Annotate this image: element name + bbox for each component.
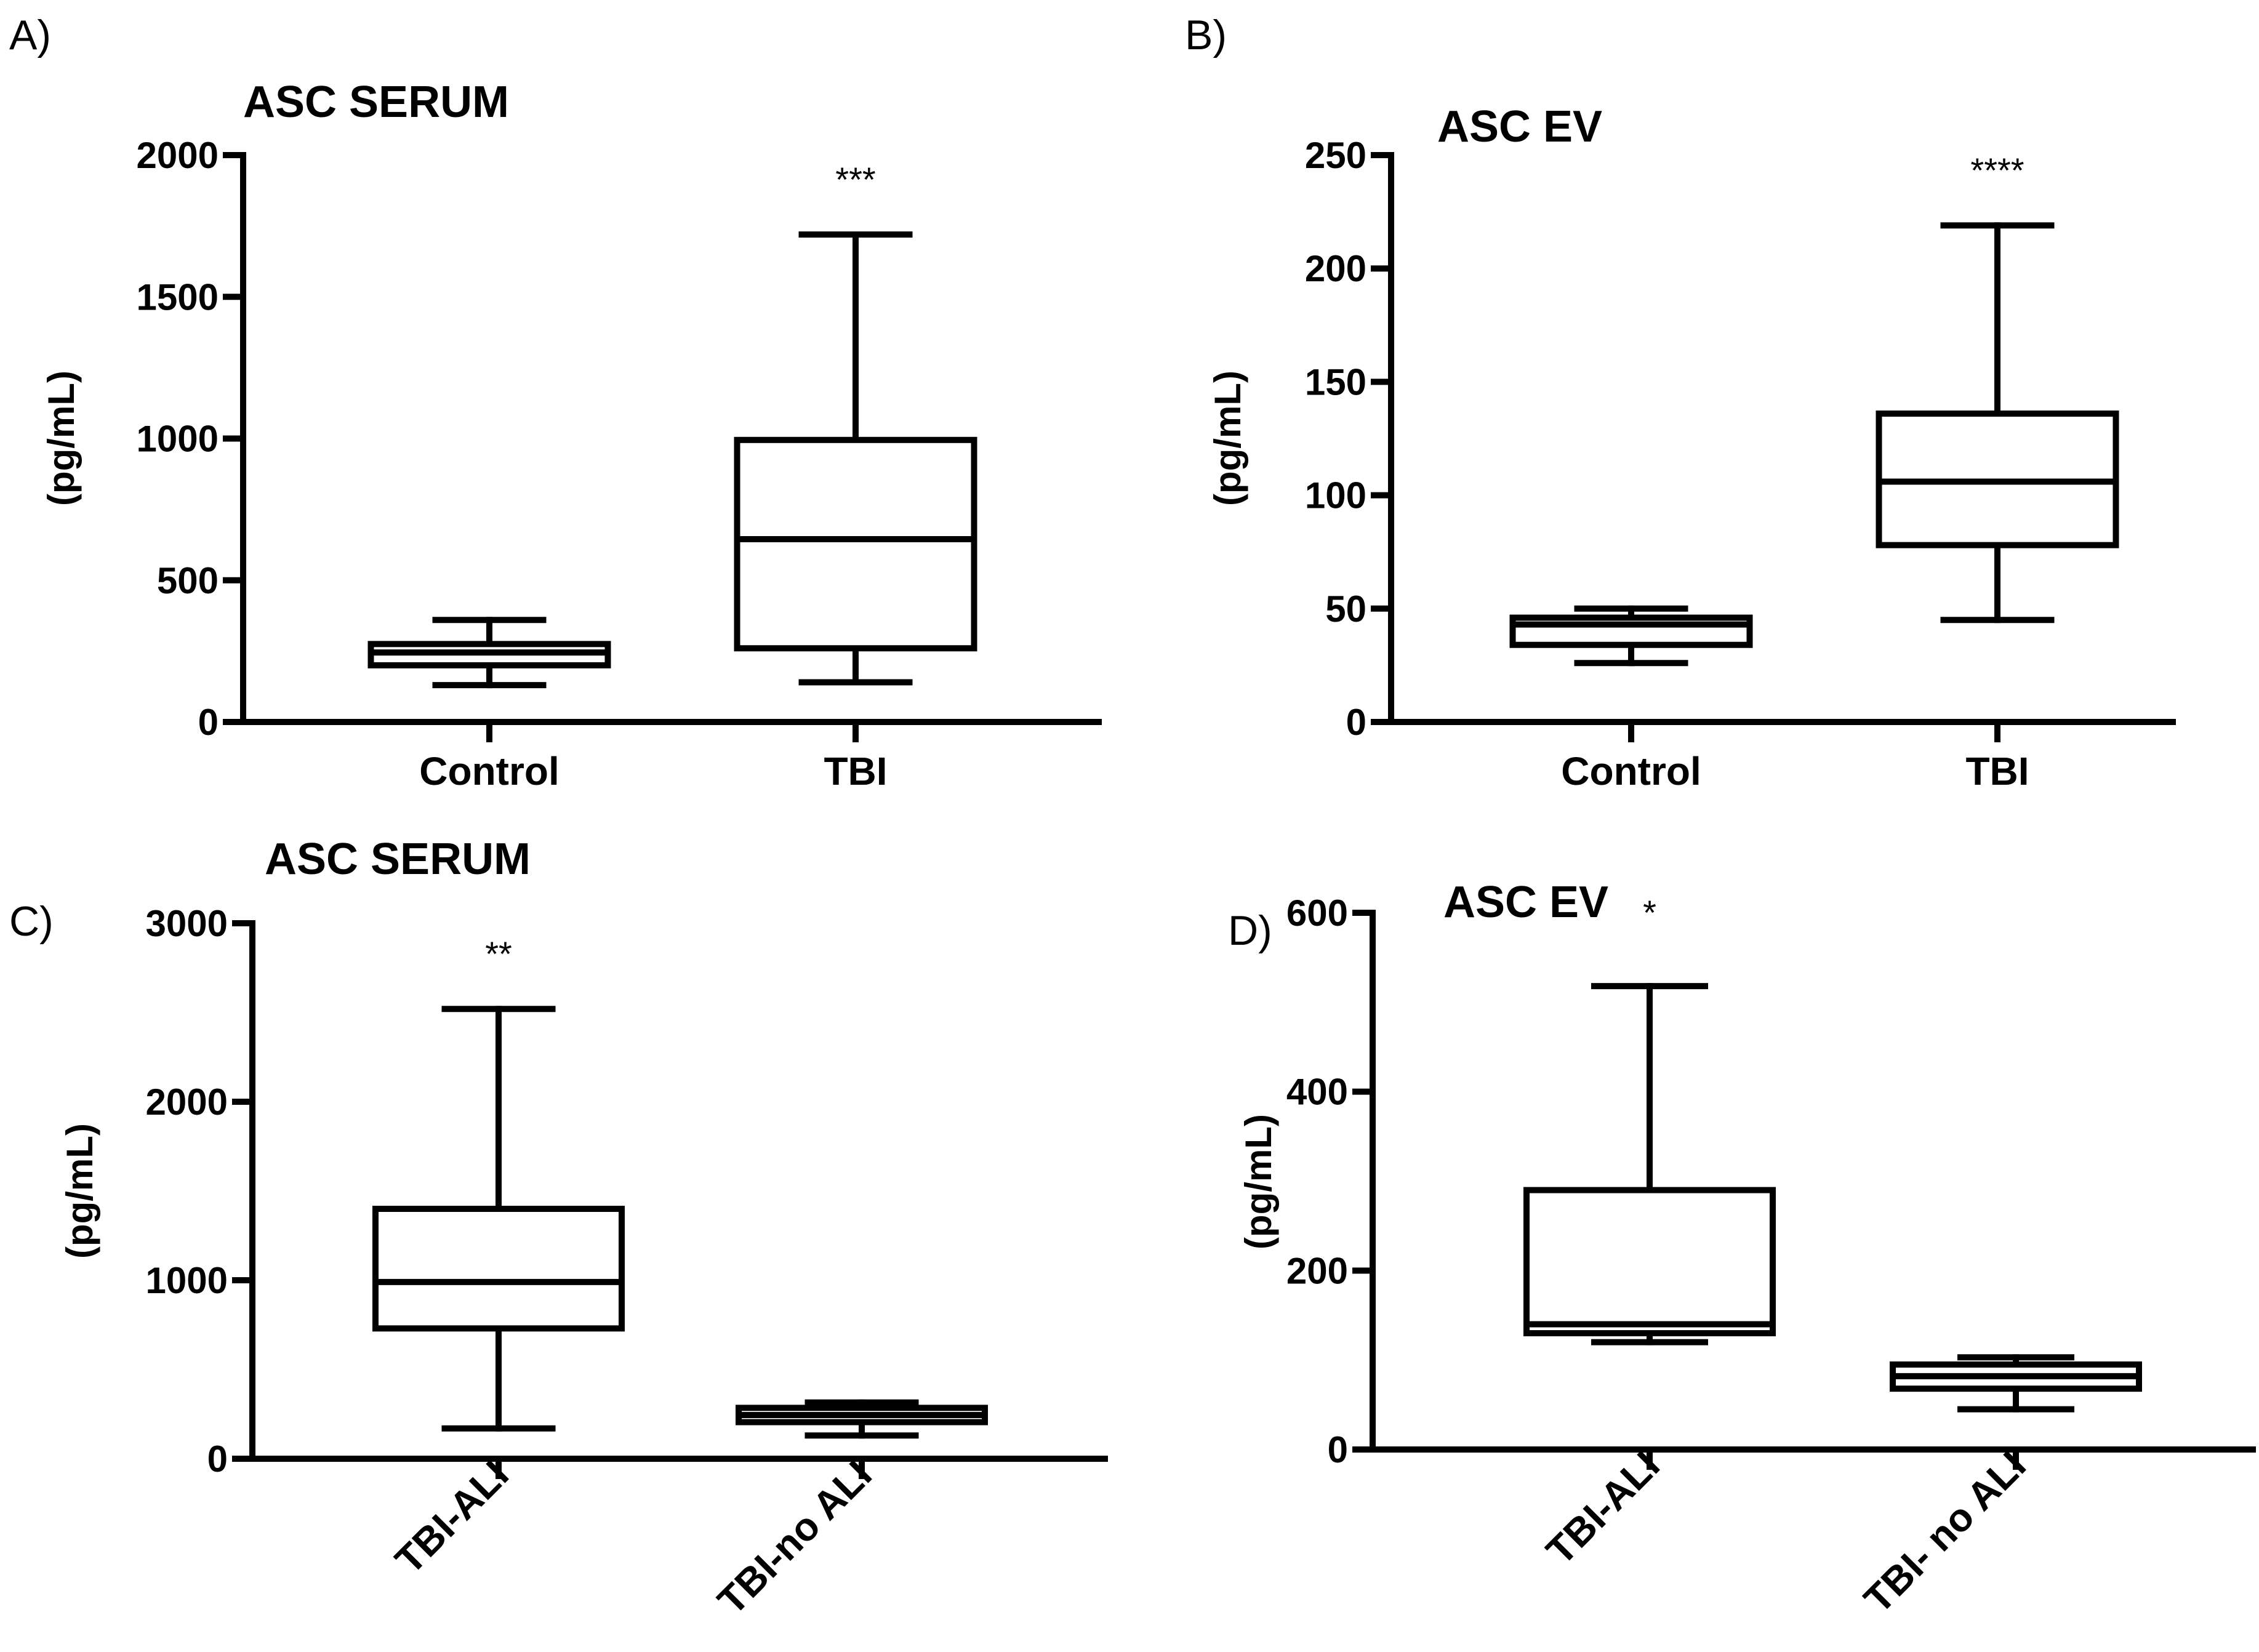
y-tick-label: 50 xyxy=(1325,588,1366,630)
y-tick-label: 1000 xyxy=(137,419,219,460)
panel-c: C) ASC SERUM 0 1000 2000 3000 (pg/mL) ** TBI-ALI… xyxy=(9,835,1108,1623)
box-tbi-ali: ** TBI-ALI xyxy=(372,934,625,1582)
panel-label: C) xyxy=(9,898,54,945)
box-control: Control xyxy=(1509,605,1753,793)
panel-a: A) ASC SERUM 0 500 1000 1500 2000 (pg/mL) Contro… xyxy=(9,12,1102,793)
y-tick-label: 2000 xyxy=(137,135,219,176)
category-label: TBI-no ALI xyxy=(709,1452,880,1623)
y-axis-label: (pg/mL) xyxy=(59,1123,100,1259)
category-label: TBI- no ALI xyxy=(1855,1443,2034,1622)
category-label: TBI xyxy=(1965,749,2029,793)
chart-title: ASC SERUM xyxy=(243,78,509,127)
panel-label: B) xyxy=(1185,12,1227,58)
y-tick-label: 1000 xyxy=(146,1260,228,1301)
chart-title: ASC EV xyxy=(1437,102,1602,151)
y-axis-label: (pg/mL) xyxy=(41,371,82,506)
box-tbi: *** TBI xyxy=(734,160,977,793)
significance-marker: *** xyxy=(835,160,875,199)
box-tbi-ali: * TBI-ALI xyxy=(1523,893,1776,1573)
category-label: Control xyxy=(1561,749,1701,793)
category-label: Control xyxy=(419,749,560,793)
y-tick-label: 0 xyxy=(198,702,219,743)
category-label: TBI xyxy=(824,749,887,793)
significance-marker: * xyxy=(1643,893,1656,932)
y-tick-label: 0 xyxy=(1346,702,1366,743)
iqr-box xyxy=(734,436,977,652)
box-tbi: **** TBI xyxy=(1876,151,2119,793)
y-tick-label: 150 xyxy=(1305,361,1366,403)
y-axis-label: (pg/mL) xyxy=(1207,371,1248,506)
y-axis-label: (pg/mL) xyxy=(1238,1114,1279,1249)
chart-title: ASC SERUM xyxy=(265,835,531,884)
panel-d: D) ASC EV 0 200 400 600 (pg/mL) * TBI-ALI TBI- no… xyxy=(1228,878,2256,1622)
iqr-box xyxy=(1523,1187,1776,1337)
y-tick-label: 200 xyxy=(1286,1250,1348,1291)
category-label: TBI-ALI xyxy=(387,1452,517,1582)
y-tick-label: 1500 xyxy=(137,276,219,318)
y-tick-label: 2000 xyxy=(146,1081,228,1123)
category-label: TBI-ALI xyxy=(1538,1443,1668,1573)
iqr-box xyxy=(372,1206,625,1332)
panel-b: B) ASC EV 0 50 100 150 200 250 (pg/mL) Control ***… xyxy=(1185,12,2176,793)
significance-marker: **** xyxy=(1970,151,2024,190)
y-tick-label: 600 xyxy=(1286,892,1348,934)
y-tick-label: 0 xyxy=(207,1438,228,1480)
y-tick-label: 250 xyxy=(1305,135,1366,176)
box-tbi-no-ali: TBI- no ALI xyxy=(1855,1354,2142,1622)
y-tick-label: 200 xyxy=(1305,248,1366,289)
box-tbi-no-ali: TBI-no ALI xyxy=(709,1399,988,1623)
box-control: Control xyxy=(367,617,611,793)
y-tick-label: 500 xyxy=(157,560,219,601)
y-tick-label: 3000 xyxy=(146,903,228,944)
y-tick-label: 0 xyxy=(1328,1429,1348,1470)
significance-marker: ** xyxy=(485,934,512,973)
y-tick-label: 400 xyxy=(1286,1072,1348,1113)
panel-label: A) xyxy=(9,12,51,58)
chart-title: ASC EV xyxy=(1443,878,1608,927)
panel-label: D) xyxy=(1228,907,1272,954)
y-tick-label: 100 xyxy=(1305,475,1366,516)
